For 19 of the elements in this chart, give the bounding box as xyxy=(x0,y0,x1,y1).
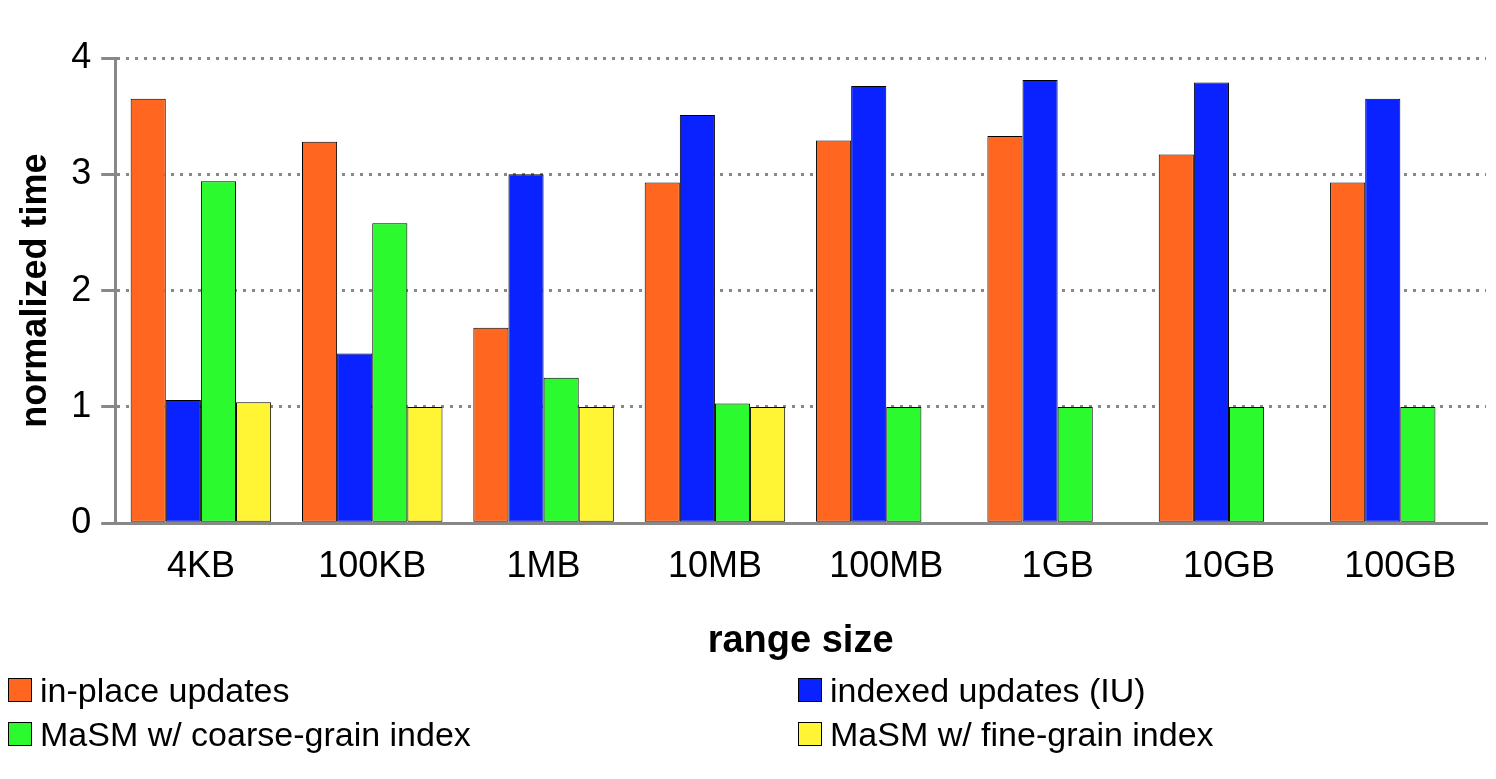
y-tick-label: 4 xyxy=(71,34,92,76)
y-tick-label: 0 xyxy=(71,500,92,542)
x-tick-label: 1MB xyxy=(506,543,581,585)
y-tick-label: 3 xyxy=(71,151,92,193)
x-tick-label: 4KB xyxy=(166,543,235,585)
x-tick-label: 10MB xyxy=(667,543,762,585)
x-tick-label: 100KB xyxy=(318,543,427,585)
legend-label: MaSM w/ fine-grain index xyxy=(830,714,1214,755)
x-tick-label: 10GB xyxy=(1182,543,1276,585)
legend-label: in-place updates xyxy=(40,670,290,711)
legend-label: MaSM w/ coarse-grain index xyxy=(40,714,471,755)
y-tick-label: 2 xyxy=(71,267,92,309)
x-axis-title: range size xyxy=(707,617,894,660)
x-tick-label: 1GB xyxy=(1021,543,1094,585)
y-axis-title: normalized time xyxy=(12,153,54,428)
y-tick-label: 1 xyxy=(71,383,92,425)
legend-label: indexed updates (IU) xyxy=(830,670,1146,711)
x-tick-label: 100MB xyxy=(829,543,944,585)
x-tick-label: 100GB xyxy=(1344,543,1457,585)
